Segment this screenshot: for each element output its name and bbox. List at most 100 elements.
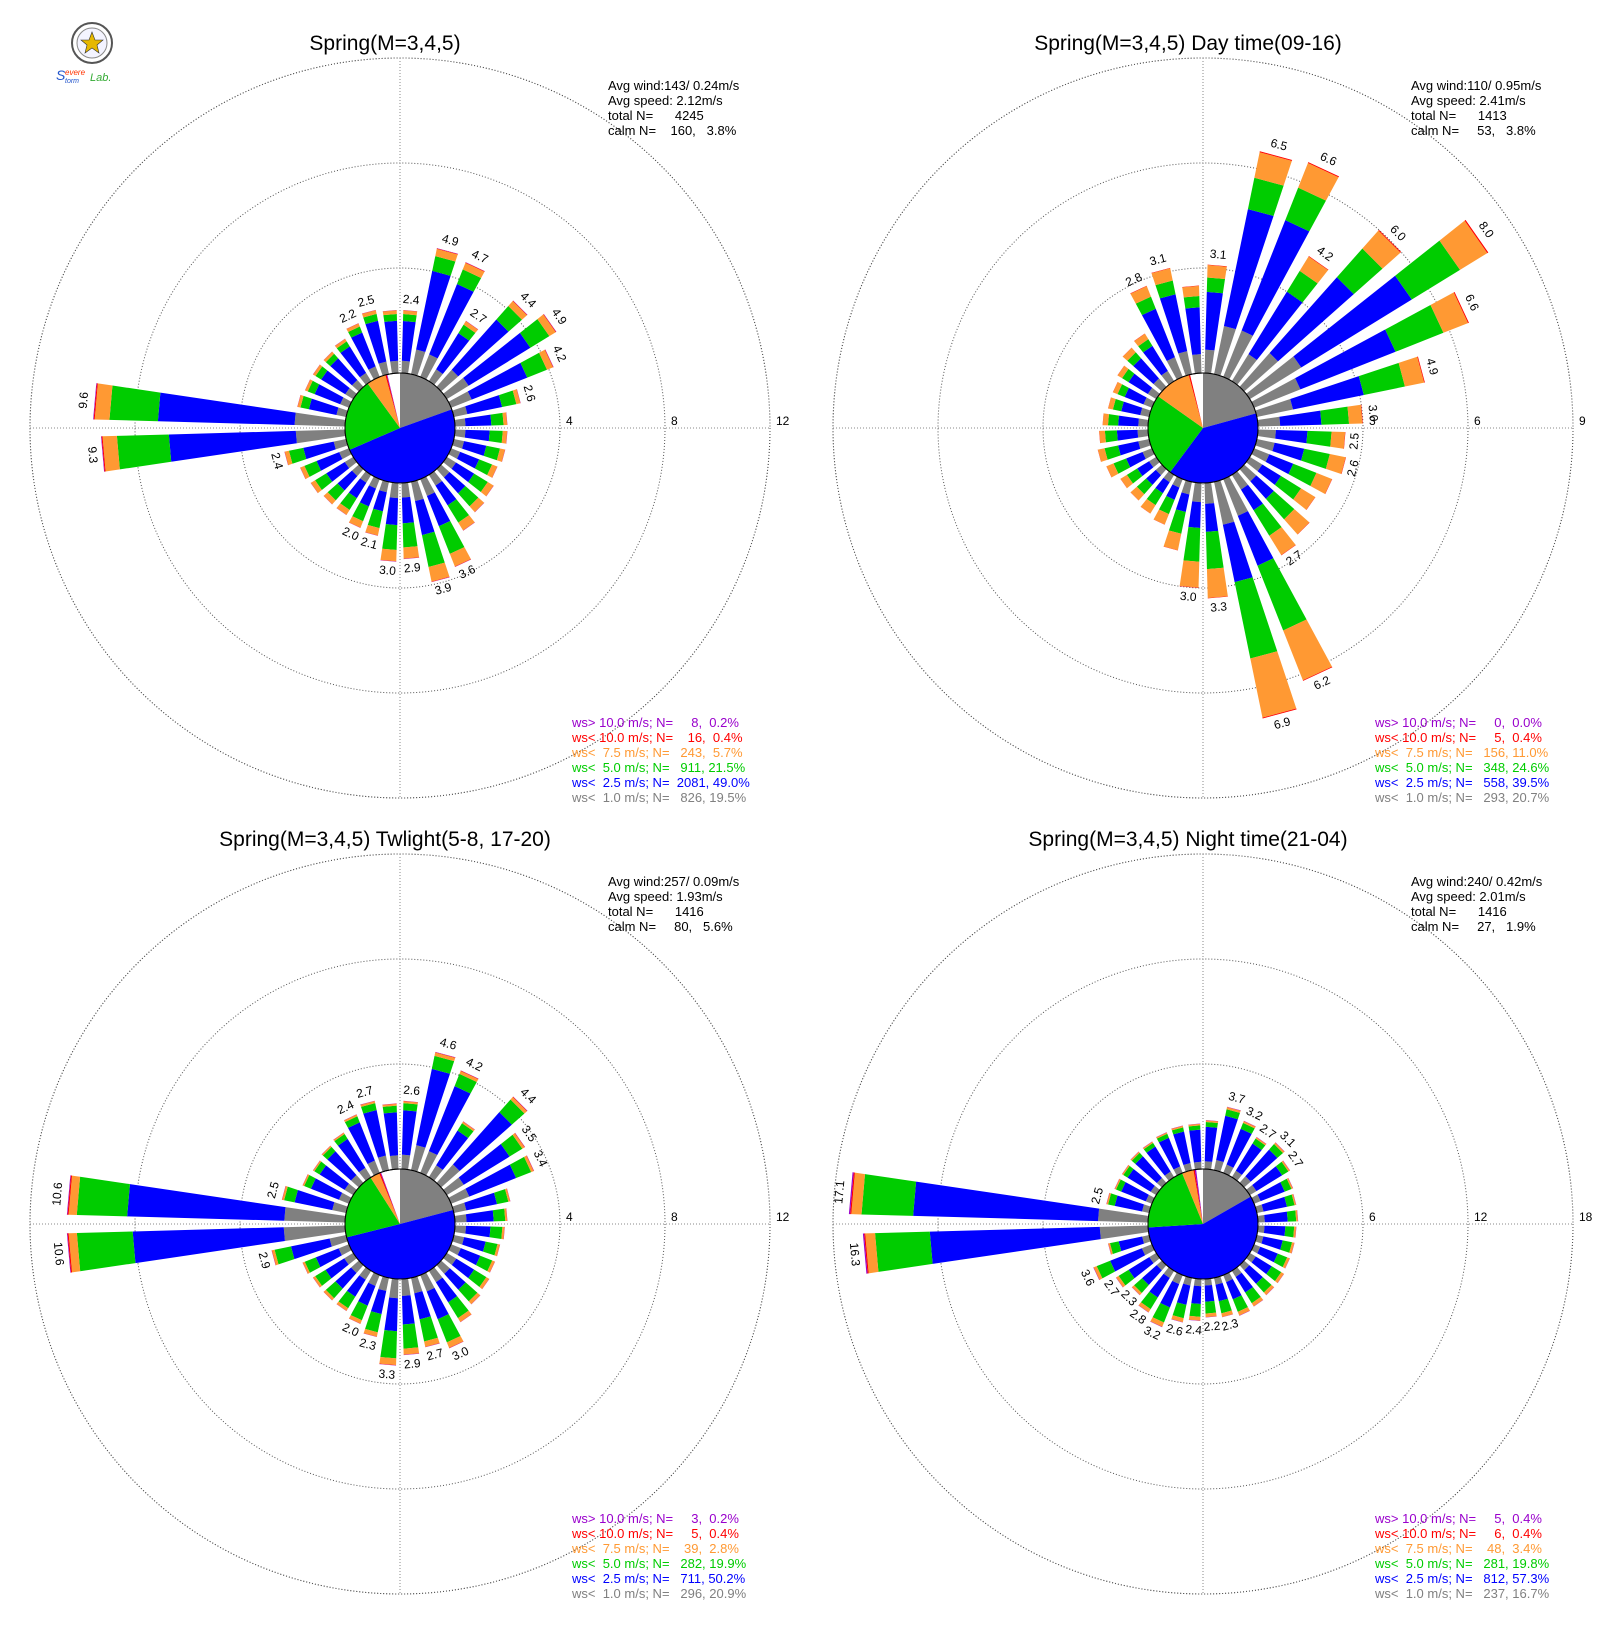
bar-segment <box>116 434 172 470</box>
bar-segment <box>360 1101 376 1107</box>
bar-segment <box>66 1233 71 1273</box>
direction-bar <box>1114 1178 1155 1204</box>
bar-segment <box>1171 1319 1183 1323</box>
bar-segment <box>1185 307 1201 355</box>
direction-bar <box>1097 439 1151 462</box>
bar-segment <box>454 429 466 438</box>
direction-bar <box>1239 464 1310 535</box>
direction-bar: 4.4 <box>436 289 539 392</box>
bar-segment <box>429 284 474 359</box>
bar-segment <box>465 1210 494 1223</box>
bar-segment <box>428 471 443 486</box>
bar-segment <box>514 1132 526 1148</box>
bar-segment <box>1182 285 1200 288</box>
center-pie <box>1147 372 1259 484</box>
bar-segment <box>284 450 293 466</box>
bar-segment <box>1239 1176 1251 1188</box>
bar-segment <box>1261 1236 1283 1250</box>
bar-segment <box>513 300 528 315</box>
ring-label: 4 <box>566 414 573 428</box>
bar-segment <box>297 394 304 408</box>
direction-bar: 4.6 <box>411 1035 458 1172</box>
bar-segment <box>1118 415 1139 427</box>
bar-segment <box>390 360 399 374</box>
bar-segment <box>1143 1142 1156 1153</box>
bar-segment <box>1117 365 1129 379</box>
bar-segment <box>382 1103 397 1105</box>
bar-segment <box>1239 1310 1250 1316</box>
bar-segment <box>310 482 319 494</box>
bar-segment <box>449 1341 464 1349</box>
bar-segment <box>1130 285 1147 294</box>
bar-segment <box>428 369 443 385</box>
bar-segment <box>426 1287 449 1320</box>
bar-segment <box>1240 1122 1255 1134</box>
bar-segment <box>494 1244 500 1257</box>
bar-segment <box>403 1100 419 1103</box>
bar-segment <box>1114 1195 1144 1212</box>
direction-bar: 3.6 <box>1078 1244 1155 1289</box>
bar-segment <box>312 1277 320 1288</box>
bar-segment <box>1295 1226 1297 1238</box>
bar-segment <box>1330 431 1346 449</box>
ring-label: 12 <box>776 414 790 428</box>
bar-segment <box>865 1233 879 1274</box>
bar-segment <box>327 1151 357 1181</box>
bar-segment <box>491 466 498 478</box>
bar-segment <box>345 388 357 400</box>
bar-segment <box>1142 1141 1154 1150</box>
bar-segment <box>1108 1193 1118 1206</box>
bar-segment <box>1282 1257 1290 1269</box>
bar-segment <box>343 1114 357 1121</box>
bar-segment <box>363 1333 377 1338</box>
bar-segment <box>1239 464 1257 482</box>
bar-segment <box>385 497 399 526</box>
bar-segment <box>312 1277 321 1288</box>
bar-segment <box>326 461 350 482</box>
bar-segment <box>349 516 364 528</box>
direction-bar <box>1120 456 1160 489</box>
bar-segment <box>519 319 550 348</box>
bar-segment <box>501 1226 505 1240</box>
direction-bar <box>436 1260 481 1305</box>
bar-segment <box>382 310 397 312</box>
direction-bar <box>1239 1260 1275 1296</box>
bar-segment <box>1235 1272 1253 1293</box>
bar-segment <box>463 522 475 531</box>
direction-bar <box>323 464 364 505</box>
bar-segment <box>325 353 339 367</box>
bar-segment <box>1140 407 1151 417</box>
bar-segment <box>1142 1141 1153 1149</box>
bar-segment <box>378 1276 389 1292</box>
pie-slice <box>1188 374 1203 428</box>
bar-segment <box>436 248 458 255</box>
bar-segment <box>302 1262 308 1274</box>
direction-bar <box>1251 1177 1294 1204</box>
bar-segment <box>323 1291 333 1301</box>
bar-segment <box>1127 352 1142 367</box>
ring-label: 3 <box>1369 414 1376 428</box>
bar-segment <box>403 310 418 312</box>
bar-segment <box>1104 430 1118 443</box>
direction-bar <box>1107 397 1151 417</box>
bar-segment <box>1134 333 1149 347</box>
bar-label: 2.6 <box>1344 458 1362 478</box>
bar-segment <box>1204 1285 1215 1302</box>
direction-bar: 2.6 <box>1255 439 1362 478</box>
bar-segment <box>1259 151 1293 161</box>
bar-segment <box>411 1145 426 1172</box>
bar-segment <box>1117 384 1129 397</box>
bar-segment <box>1102 413 1104 426</box>
ring-label: 18 <box>1579 1210 1593 1224</box>
bar-segment <box>1114 1178 1120 1189</box>
bar-segment <box>1189 1303 1201 1317</box>
bar-segment <box>1178 351 1192 376</box>
bar-segment <box>1150 1317 1164 1327</box>
direction-bar <box>1156 1132 1183 1176</box>
bar-segment <box>1140 498 1156 514</box>
bar-segment <box>462 1121 475 1132</box>
bar-segment <box>1251 448 1270 462</box>
pie-outline <box>344 1168 456 1280</box>
bar-segment <box>321 1145 332 1156</box>
